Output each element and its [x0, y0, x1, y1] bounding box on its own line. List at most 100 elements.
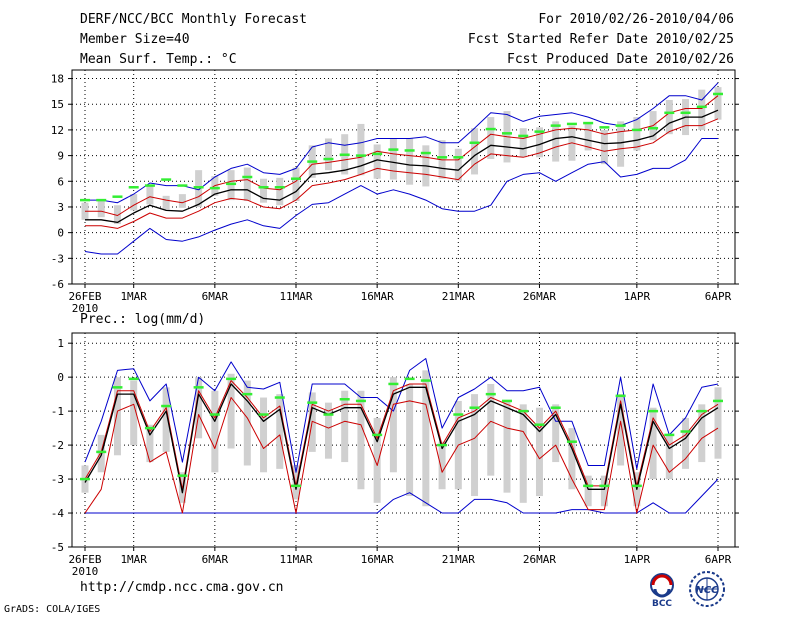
- max-line: [85, 82, 719, 204]
- spread-box: [324, 138, 332, 171]
- spread-box: [584, 475, 592, 507]
- spread-box: [519, 128, 527, 158]
- y-tick-label: -6: [51, 278, 64, 291]
- x-tick-label: 26MAR: [523, 553, 556, 566]
- bcc-logo-icon: BCC: [650, 573, 674, 608]
- y-tick-label: 0: [57, 227, 64, 240]
- spread-box: [260, 178, 268, 203]
- spread-box: [162, 195, 170, 210]
- x-tick-label: 11MAR: [279, 553, 312, 566]
- spread-box: [600, 475, 608, 507]
- spread-box: [243, 380, 251, 466]
- x-tick-year-label: 2010: [72, 565, 99, 578]
- spread-box: [568, 428, 576, 490]
- spread-box: [162, 387, 170, 452]
- spread-box: [454, 148, 462, 182]
- grads-credit: GrADS: COLA/IGES: [4, 604, 101, 615]
- spread-box: [487, 117, 495, 160]
- spread-box: [389, 377, 397, 473]
- spread-box: [357, 123, 365, 176]
- chart-title: DERF/NCC/BCC Monthly Forecast: [80, 12, 307, 27]
- x-tick-label: 6APR: [705, 553, 732, 566]
- spread-box: [195, 170, 203, 207]
- spread-box: [503, 400, 511, 493]
- footer-url[interactable]: http://cmdp.ncc.cma.gov.cn: [80, 580, 284, 595]
- spread-box: [276, 394, 284, 469]
- forecast-produced-date: Fcst Produced Date 2010/02/26: [507, 52, 734, 67]
- spread-box: [341, 390, 349, 463]
- spread-box: [633, 117, 641, 151]
- forecast-period: For 2010/02/26-2010/04/06: [538, 12, 734, 27]
- spread-box: [406, 383, 414, 497]
- x-tick-label: 16MAR: [361, 553, 394, 566]
- spread-box: [276, 177, 284, 206]
- y-tick-label: -3: [51, 252, 64, 265]
- spread-box: [211, 390, 219, 473]
- ensemble-mean-line: [85, 109, 719, 224]
- spread-box: [535, 127, 543, 158]
- spread-box: [146, 185, 154, 205]
- x-tick-label: 1MAR: [120, 553, 147, 566]
- spread-box: [178, 194, 186, 208]
- min-line: [85, 478, 719, 514]
- spread-box: [243, 167, 251, 201]
- forecast-start-date: Fcst Started Refer Date 2010/02/25: [467, 32, 734, 47]
- x-tick-label: 6MAR: [202, 290, 229, 303]
- header-left: DERF/NCC/BCC Monthly Forecast Member Siz…: [80, 10, 307, 70]
- ncc-logo-text: NCC: [695, 585, 719, 596]
- spread-box: [227, 373, 235, 449]
- ncc-logo-icon: NCC: [689, 571, 725, 607]
- spread-box: [665, 99, 673, 135]
- x-tick-label: 6MAR: [202, 553, 229, 566]
- y-tick-label: -4: [51, 507, 65, 520]
- ensemble-mean-line: [84, 383, 719, 494]
- spread-box: [682, 417, 690, 469]
- spread-box: [373, 144, 381, 179]
- y-tick-label: -2: [51, 439, 64, 452]
- spread-box: [324, 402, 332, 459]
- variable-label: Mean Surf. Temp.: °C: [80, 52, 237, 67]
- precipitation-label: Prec.: log(mm/d): [80, 312, 205, 327]
- y-tick-label: 6: [57, 175, 64, 188]
- y-tick-label: 15: [51, 98, 64, 111]
- spread-box: [130, 380, 138, 446]
- plot-frame: [71, 69, 736, 285]
- spread-box: [617, 121, 625, 167]
- spread-box: [714, 387, 722, 459]
- spread-box: [698, 89, 706, 130]
- spread-box: [146, 424, 154, 463]
- spread-box: [130, 194, 138, 211]
- member-size: Member Size=40: [80, 32, 190, 47]
- y-tick-label: -1: [51, 405, 64, 418]
- upper-spread-line: [85, 95, 719, 216]
- spread-box: [617, 394, 625, 466]
- spread-box: [519, 404, 527, 503]
- spread-box: [438, 441, 446, 490]
- x-tick-label: 11MAR: [279, 290, 312, 303]
- x-tick-label: 26FEB: [68, 290, 101, 303]
- x-tick-label: 1APR: [624, 553, 651, 566]
- spread-box: [195, 377, 203, 439]
- spread-box: [714, 87, 722, 120]
- spread-box: [665, 434, 673, 480]
- x-tick-label: 6APR: [705, 290, 732, 303]
- spread-box: [389, 138, 397, 180]
- spread-box: [422, 370, 430, 507]
- x-tick-label: 21MAR: [442, 290, 475, 303]
- x-tick-year-label: 2010: [72, 302, 99, 315]
- y-tick-label: 12: [51, 124, 64, 137]
- spread-box: [373, 417, 381, 503]
- spread-box: [535, 407, 543, 497]
- spread-box: [97, 200, 105, 218]
- y-tick-label: -3: [51, 473, 64, 486]
- x-tick-label: 21MAR: [442, 553, 475, 566]
- spread-box: [357, 390, 365, 490]
- plot-frame: [71, 332, 736, 548]
- y-tick-label: 18: [51, 73, 64, 86]
- spread-box: [113, 377, 121, 456]
- spread-box: [552, 404, 560, 463]
- spread-box: [260, 397, 268, 473]
